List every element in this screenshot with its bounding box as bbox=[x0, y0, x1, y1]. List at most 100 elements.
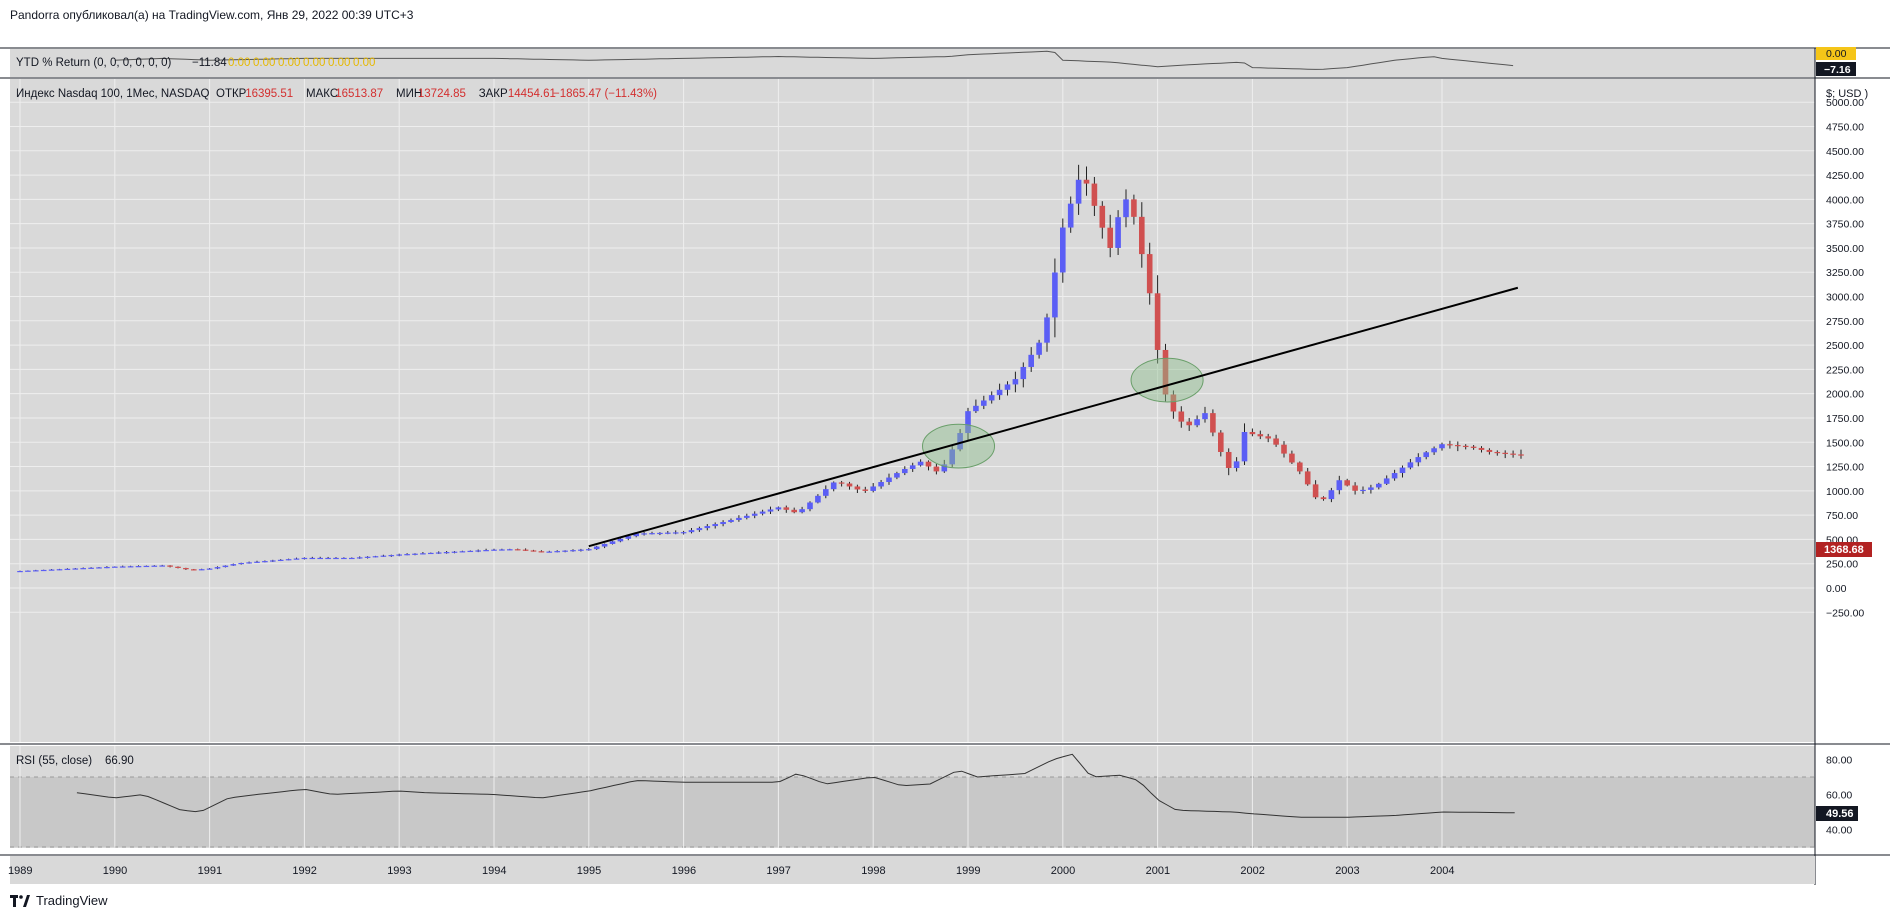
candle-body bbox=[428, 552, 434, 555]
candle-body bbox=[1241, 432, 1248, 462]
candle-body bbox=[191, 569, 197, 571]
candle-body bbox=[309, 557, 316, 560]
price-tick-label: 4500.00 bbox=[1826, 146, 1864, 158]
price-tick-label: 2000.00 bbox=[1826, 389, 1864, 401]
time-tick-label: 1998 bbox=[861, 865, 885, 877]
price-tick-label: 750.00 bbox=[1826, 510, 1858, 522]
trendline[interactable] bbox=[588, 286, 1519, 548]
candle-body bbox=[301, 557, 308, 560]
candle-body bbox=[641, 533, 647, 535]
ytd-series bbox=[114, 50, 1514, 70]
candle-body bbox=[1170, 394, 1177, 412]
candle-body bbox=[1328, 490, 1335, 500]
candle-body bbox=[570, 550, 576, 552]
rsi-current-text: 49.56 bbox=[1826, 808, 1854, 820]
rsi-line bbox=[76, 753, 1515, 818]
price-tick-label: 1500.00 bbox=[1826, 437, 1864, 449]
candle-body bbox=[1020, 366, 1027, 380]
time-axis-bg[interactable] bbox=[10, 856, 1815, 884]
main-panel-bg[interactable] bbox=[10, 79, 1815, 742]
currency-label[interactable]: $; USD ) bbox=[1826, 88, 1868, 100]
symbol-legend[interactable]: Индекс Nasdaq 100, 1Мес, NASDAQ bbox=[16, 88, 209, 100]
candle-body bbox=[1036, 342, 1042, 355]
price-tick-label: 3250.00 bbox=[1826, 267, 1864, 279]
time-tick-label: 2003 bbox=[1335, 865, 1359, 877]
candle-body bbox=[530, 550, 537, 552]
candle-body bbox=[617, 538, 624, 542]
ytd-legend-zero: 0.00 bbox=[303, 57, 325, 69]
time-tick-label: 1996 bbox=[672, 865, 696, 877]
candle-body bbox=[396, 554, 402, 556]
candle-body bbox=[554, 551, 560, 553]
ohlc-value: 16395.51 bbox=[245, 88, 293, 100]
candle-body bbox=[420, 553, 426, 555]
candle-body bbox=[88, 567, 94, 569]
candle-body bbox=[112, 566, 118, 568]
candle-body bbox=[514, 549, 521, 551]
candle-body bbox=[823, 489, 829, 496]
candle-body bbox=[1044, 317, 1050, 343]
candle-body bbox=[1131, 199, 1137, 217]
price-axis[interactable]: 5000.00 4750.00 4500.00 4250.00 4000.00 3750.… bbox=[1826, 97, 1864, 619]
time-tick-label: 1995 bbox=[577, 865, 601, 877]
ohlc-label: ЗАКР bbox=[479, 88, 508, 100]
price-tick-label: 0.00 bbox=[1826, 583, 1847, 595]
candle-body bbox=[1233, 461, 1240, 469]
candle-body bbox=[1304, 471, 1311, 485]
ytd-zero-badge bbox=[1816, 47, 1856, 60]
candle-body bbox=[586, 549, 592, 551]
candle-body bbox=[838, 482, 845, 484]
price-tick-label: 4750.00 bbox=[1826, 121, 1864, 133]
candle-body bbox=[1028, 354, 1034, 367]
candle-body bbox=[317, 557, 323, 560]
candle-body bbox=[1107, 227, 1113, 248]
candle-body bbox=[1376, 483, 1382, 488]
price-tick-label: 1250.00 bbox=[1826, 462, 1864, 474]
candle-body bbox=[791, 509, 797, 513]
candle-body bbox=[349, 557, 355, 560]
candle-body bbox=[917, 461, 924, 466]
candle-body bbox=[104, 566, 110, 569]
time-tick-label: 1994 bbox=[482, 865, 506, 877]
candle-body bbox=[522, 549, 529, 551]
rsi-axis[interactable]: 80.00 60.00 40.00 bbox=[1826, 755, 1852, 837]
candle-body bbox=[333, 557, 339, 560]
candle-body bbox=[388, 555, 395, 557]
highlight-ellipse[interactable] bbox=[1130, 357, 1204, 403]
candle-body bbox=[246, 562, 252, 564]
drawing-annotations[interactable] bbox=[588, 286, 1519, 548]
candle-body bbox=[1455, 445, 1461, 447]
ytd-panel-bg bbox=[10, 49, 1815, 77]
ytd-legend-zero: 0.00 bbox=[228, 57, 250, 69]
candle-body bbox=[1218, 432, 1224, 452]
candle-body bbox=[1139, 216, 1145, 255]
candle-body bbox=[483, 550, 489, 552]
candle-body bbox=[33, 570, 39, 572]
candle-body bbox=[1486, 449, 1493, 452]
candle-body bbox=[1225, 451, 1232, 469]
candle-body bbox=[1494, 451, 1501, 454]
candle-body bbox=[941, 464, 948, 472]
candle-body bbox=[925, 461, 932, 467]
tradingview-brand[interactable]: TradingView bbox=[10, 893, 108, 908]
candle-body bbox=[491, 549, 497, 551]
candle-body bbox=[665, 532, 671, 534]
current-price-badge bbox=[1816, 542, 1872, 557]
candle-body bbox=[1281, 444, 1287, 454]
candle-body bbox=[902, 468, 908, 474]
candle-body bbox=[467, 550, 474, 553]
ytd-legend-name[interactable]: YTD % Return (0, 0, 0, 0, 0, 0) bbox=[16, 57, 171, 69]
candle-body bbox=[1067, 203, 1074, 228]
candle-body bbox=[507, 549, 513, 551]
candle-body bbox=[1431, 448, 1437, 453]
price-tick-label: 2500.00 bbox=[1826, 340, 1864, 352]
rsi-legend-name[interactable]: RSI (55, close) bbox=[16, 755, 92, 767]
candle-body bbox=[1123, 199, 1129, 218]
time-tick-label: 1993 bbox=[387, 865, 411, 877]
highlight-ellipse[interactable] bbox=[921, 423, 996, 469]
candle-body bbox=[744, 515, 750, 518]
candle-body bbox=[751, 513, 758, 516]
time-tick-label: 1989 bbox=[8, 865, 32, 877]
time-axis[interactable]: 1989 1990 1991 1992 1993 1994 1995 1996 1997 1998… bbox=[8, 865, 1454, 877]
